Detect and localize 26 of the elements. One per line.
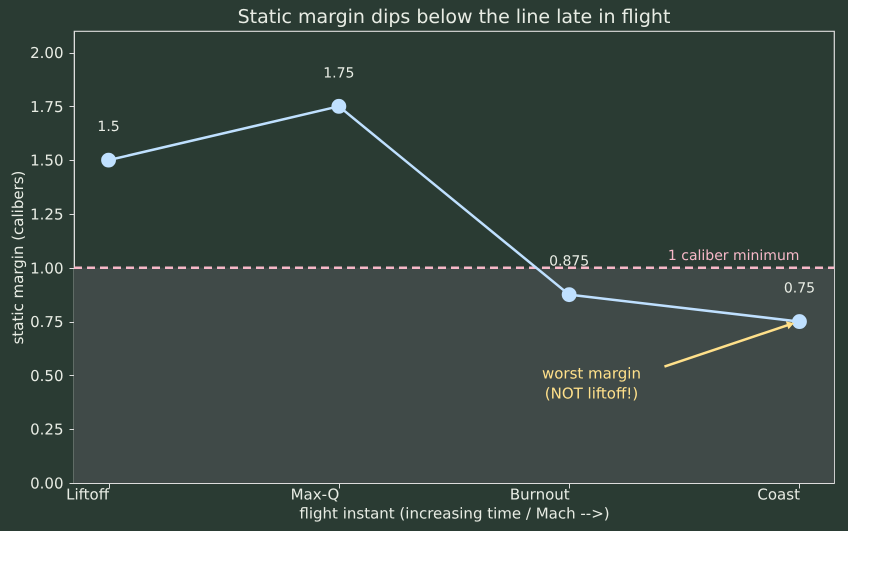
y-tick-label: 0.75 [30, 313, 64, 332]
y-tick-label: 1.50 [30, 152, 64, 170]
x-tick-label: Burnout [510, 486, 570, 504]
data-label: 0.875 [549, 254, 590, 270]
chart-title: Static margin dips below the line late in flight [238, 6, 670, 28]
point [792, 314, 807, 329]
x-tick-label: Coast [757, 486, 800, 504]
y-tick-label: 0.50 [30, 366, 64, 385]
y-tick-label: 1.25 [30, 205, 64, 224]
x-axis-title: flight instant (increasing time / Mach -->) [299, 504, 610, 522]
data-label: 1.5 [97, 119, 120, 136]
y-tick-label: 1.00 [30, 259, 64, 278]
x-tick-label: Max-Q [290, 486, 340, 504]
y-tick-label: 2.00 [30, 44, 64, 62]
x-tick-label: Liftoff [66, 486, 110, 504]
annotation: worst margin (NOT liftoff!) [542, 364, 641, 403]
data-label: 1.75 [323, 65, 354, 82]
y-tick-label: 0.25 [30, 420, 64, 439]
point [562, 287, 577, 302]
point [101, 152, 116, 168]
ref-line-label: 1 caliber minimum [668, 248, 800, 264]
data-label: 0.75 [784, 280, 816, 297]
y-axis-title: static margin (calibers) [9, 170, 28, 344]
y-tick-label: 0.00 [30, 474, 64, 492]
y-tick-label: 1.75 [30, 98, 64, 116]
point [331, 98, 346, 114]
